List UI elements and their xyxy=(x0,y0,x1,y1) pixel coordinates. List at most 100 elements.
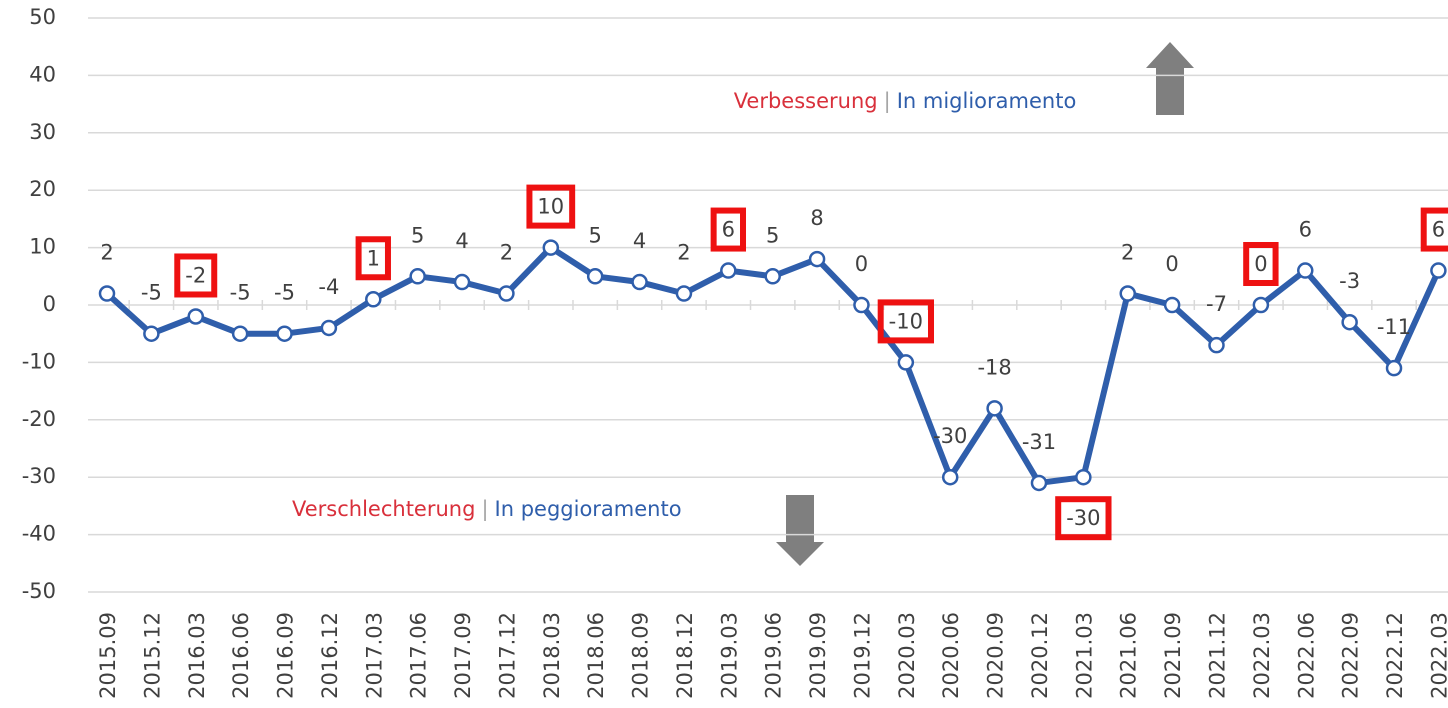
data-label: -5 xyxy=(141,281,162,305)
data-label: 5 xyxy=(411,223,424,247)
data-label: 0 xyxy=(1165,252,1178,276)
data-label: 2 xyxy=(1121,241,1134,265)
marker xyxy=(143,325,160,342)
marker xyxy=(853,296,870,314)
marker xyxy=(631,273,648,291)
data-label: -4 xyxy=(318,275,339,299)
x-tick-label: 2020.03 xyxy=(895,612,919,699)
data-label: 2 xyxy=(100,241,113,265)
y-tick-label: 20 xyxy=(29,177,56,201)
annotation-part: Verschlechterung xyxy=(292,497,475,521)
marker xyxy=(1297,262,1314,279)
highlight-box xyxy=(526,184,576,229)
y-tick-label: -50 xyxy=(22,579,56,603)
x-tick-label: 2017.03 xyxy=(362,612,386,699)
marker xyxy=(1341,313,1358,331)
data-label: -7 xyxy=(1206,292,1227,316)
up-arrow xyxy=(1146,42,1194,115)
annotation: Verbesserung | In miglioramento xyxy=(734,89,1077,114)
marker xyxy=(897,354,915,371)
x-tick-label: 2018.06 xyxy=(584,612,608,699)
marker xyxy=(365,291,382,308)
marker xyxy=(276,325,293,342)
highlight-box xyxy=(355,236,391,281)
marker xyxy=(1163,296,1181,314)
annotation-part: | xyxy=(884,89,891,114)
marker xyxy=(1430,262,1447,279)
x-tick-label: 2020.09 xyxy=(984,612,1008,699)
data-label: -5 xyxy=(274,281,295,305)
data-label: 10 xyxy=(537,195,564,219)
y-tick-label: 10 xyxy=(29,235,56,259)
annotation-part: | xyxy=(481,497,488,522)
x-tick-label: 2021.12 xyxy=(1206,612,1230,699)
x-tick-label: 2022.06 xyxy=(1294,612,1318,699)
marker xyxy=(98,285,116,302)
highlight-box xyxy=(1420,207,1448,252)
x-tick-label: 2020.06 xyxy=(939,612,963,699)
x-tick-label: 2015.09 xyxy=(96,612,120,699)
data-label: -10 xyxy=(889,309,923,333)
marker xyxy=(720,262,737,279)
x-tick-label: 2017.12 xyxy=(495,612,519,699)
marker xyxy=(764,268,781,285)
x-tick-label: 2018.03 xyxy=(540,612,564,699)
data-label: -2 xyxy=(185,263,206,287)
marker xyxy=(231,325,249,342)
x-tick-label: 2021.09 xyxy=(1161,612,1185,699)
x-tick-label: 2019.12 xyxy=(850,612,874,699)
data-label: -31 xyxy=(1022,430,1056,454)
x-tick-label: 2016.12 xyxy=(318,612,342,699)
x-tick-label: 2016.06 xyxy=(229,612,253,699)
marker xyxy=(1208,336,1225,354)
marker xyxy=(675,285,693,302)
marker xyxy=(1075,468,1092,486)
y-tick-label: 0 xyxy=(43,292,56,316)
marker xyxy=(1385,359,1403,377)
x-tick-label: 2022.12 xyxy=(1383,612,1407,699)
highlight-box xyxy=(174,253,218,298)
x-tick-label: 2017.06 xyxy=(407,612,431,699)
data-label: 4 xyxy=(455,229,468,253)
x-tick-label: 2015.12 xyxy=(140,612,164,699)
highlight-box xyxy=(710,207,747,252)
y-tick-label: 30 xyxy=(29,120,56,144)
data-label: 0 xyxy=(855,252,868,276)
data-label: 5 xyxy=(766,223,779,247)
data-label: 4 xyxy=(633,229,646,253)
marker xyxy=(187,308,205,325)
data-label: 2 xyxy=(677,241,690,265)
data-label: -3 xyxy=(1339,269,1360,293)
marker xyxy=(453,273,471,291)
y-tick-label: 40 xyxy=(29,62,56,86)
marker xyxy=(542,239,560,256)
x-tick-label: 2022.09 xyxy=(1339,612,1363,699)
x-tick-label: 2022.03 xyxy=(1250,612,1274,699)
highlight-box xyxy=(1055,496,1112,541)
x-tick-label: 2022.03 xyxy=(1427,612,1448,699)
marker xyxy=(498,285,515,302)
marker xyxy=(941,468,959,486)
annotation: Verschlechterung | In peggioramento xyxy=(292,497,682,522)
x-tick-label: 2019.06 xyxy=(762,612,786,699)
annotation-part: In peggioramento xyxy=(495,497,682,521)
marker xyxy=(1030,474,1048,492)
marker xyxy=(986,400,1003,417)
data-label: -5 xyxy=(230,281,251,305)
marker xyxy=(320,319,338,337)
x-tick-label: 2019.03 xyxy=(717,612,741,699)
down-arrow xyxy=(776,495,824,566)
x-tick-label: 2016.03 xyxy=(185,612,209,699)
data-label: 6 xyxy=(1299,218,1312,242)
data-label: 0 xyxy=(1254,252,1267,276)
x-tick-label: 2016.09 xyxy=(274,612,298,699)
y-tick-label: -10 xyxy=(22,349,56,373)
x-tick-label: 2021.06 xyxy=(1117,612,1141,699)
annotation-part: In miglioramento xyxy=(897,89,1077,113)
data-label: -30 xyxy=(933,424,967,448)
annotation-part: Verbesserung xyxy=(734,89,878,113)
data-label: -18 xyxy=(977,355,1011,379)
highlight-box xyxy=(1243,242,1279,286)
marker xyxy=(1119,285,1136,302)
